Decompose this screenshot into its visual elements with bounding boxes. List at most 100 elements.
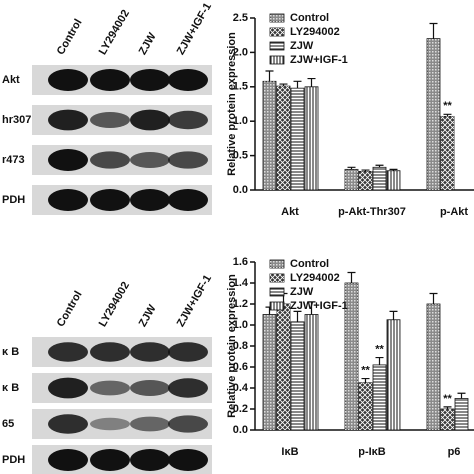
blot-band [130,449,170,471]
bar-pattern [263,314,276,430]
blot-band [130,69,170,91]
blot-band [90,449,130,471]
lane-label: Control [55,289,85,329]
row-label: 65 [2,418,14,430]
legend-label: Control [290,12,329,24]
bar-pattern [441,409,454,430]
x-tick-label: Akt [281,206,299,218]
error-bar [457,392,466,399]
bar-pattern [291,88,304,190]
blot-band [168,449,208,471]
blot-band [48,342,88,362]
legend-pattern [270,288,284,296]
bar-pattern [427,304,440,430]
error-bar [265,70,274,82]
bar-pattern [291,321,304,430]
blot-band [48,189,88,211]
blot-band [48,149,88,171]
bar-pattern [263,81,276,190]
error-bar [293,310,302,322]
error-bar [375,356,384,365]
blot-band [48,69,88,91]
error-bar [347,271,356,283]
legend-label: ZJW+IGF-1 [290,54,348,66]
error-bar [443,113,452,117]
blot-band [48,449,88,471]
legend-pattern [270,42,284,50]
error-bar [375,164,384,168]
y-tick-label: 0.2 [233,403,248,415]
legend-label: ZJW+IGF-1 [290,300,348,312]
legend-pattern [270,260,284,268]
row-label: hr307 [2,114,31,126]
bar-pattern [359,171,372,190]
blot-band [90,69,130,91]
bar-pattern [345,283,358,430]
blot-band [130,152,170,168]
blot-band [168,415,208,433]
bar-pattern [455,398,468,430]
legend-label: Control [290,258,329,270]
blot-band [168,110,208,130]
bar-pattern [387,319,400,430]
blot-band [90,380,130,396]
y-axis-label: Relative protein expression [226,32,238,176]
blot-band [130,342,170,362]
error-bar [361,377,370,383]
y-tick-label: 2.0 [233,46,248,58]
legend-label: LY294002 [290,272,340,284]
y-tick-label: 0.4 [233,382,249,394]
error-bar [307,301,316,315]
y-tick-label: 1.0 [233,115,248,127]
legend-pattern [270,302,284,310]
row-label: PDH [2,194,25,206]
blot-band [168,378,208,398]
lane-label: ZJW+IGF-1 [175,273,214,329]
blot-band [48,109,88,131]
error-bar [307,77,316,87]
x-tick-label: p-Akt [440,206,468,218]
bar-pattern [441,116,454,190]
bar-pattern [345,169,358,190]
blot-band [130,380,170,396]
bar-pattern [277,86,290,190]
legend-label: ZJW [290,40,314,52]
y-tick-label: 1.0 [233,319,248,331]
y-tick-label: 1.2 [233,298,248,310]
lane-label: ZJW [137,302,159,329]
blot-band [48,377,88,399]
lane-label: ZJW+IGF-1 [175,1,214,57]
significance: ** [443,393,452,405]
error-bar [429,22,438,39]
y-tick-label: 1.6 [233,256,248,268]
bar-pattern [373,167,386,190]
blot-band [90,189,130,211]
legend-label: ZJW [290,286,314,298]
blot-band [90,112,130,128]
lane-label: ZJW [137,30,159,57]
lane-label: Control [55,17,85,57]
bar-pattern [277,304,290,430]
x-tick-label: IκB [281,446,298,458]
row-label: κ B [2,346,19,358]
y-tick-label: 0.0 [233,424,248,436]
error-bar [429,292,438,304]
row-label: r473 [2,154,25,166]
y-tick-label: 1.5 [233,81,248,93]
blot-band [130,189,170,211]
significance: ** [361,364,370,376]
blot-band [168,342,208,362]
error-bar [347,166,356,170]
blot-band [168,151,208,169]
blot-band [130,109,170,131]
legend-label: LY294002 [290,26,340,38]
y-tick-label: 0.0 [233,184,248,196]
error-bar [389,310,398,320]
y-tick-label: 0.5 [233,150,248,162]
bar-pattern [427,38,440,190]
bar-pattern [305,86,318,190]
y-axis-label: Relative protein expression [226,274,238,418]
y-tick-label: 0.6 [233,361,248,373]
error-bar [293,80,302,89]
